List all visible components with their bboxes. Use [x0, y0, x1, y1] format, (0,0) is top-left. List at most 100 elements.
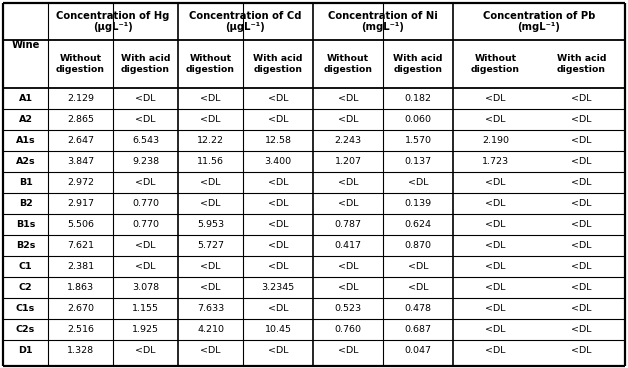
Text: B2: B2	[19, 199, 33, 208]
Text: 0.870: 0.870	[404, 241, 431, 250]
Text: 12.22: 12.22	[197, 136, 224, 145]
Text: <DL: <DL	[571, 325, 592, 334]
Text: <DL: <DL	[135, 262, 156, 271]
Text: 0.760: 0.760	[335, 325, 362, 334]
Text: A1s: A1s	[16, 136, 35, 145]
Text: 0.624: 0.624	[404, 220, 431, 229]
Text: 2.670: 2.670	[67, 304, 94, 313]
Text: <DL: <DL	[135, 94, 156, 103]
Text: <DL: <DL	[338, 346, 358, 355]
Text: 5.727: 5.727	[197, 241, 224, 250]
Text: <DL: <DL	[200, 115, 221, 124]
Text: 1.863: 1.863	[67, 283, 94, 292]
Text: 2.129: 2.129	[67, 94, 94, 103]
Text: <DL: <DL	[338, 94, 358, 103]
Text: 3.078: 3.078	[132, 283, 159, 292]
Text: <DL: <DL	[571, 157, 592, 166]
Text: C1: C1	[19, 262, 32, 271]
Text: <DL: <DL	[135, 178, 156, 187]
Text: 0.139: 0.139	[404, 199, 431, 208]
Text: 2.647: 2.647	[67, 136, 94, 145]
Text: <DL: <DL	[200, 346, 221, 355]
Text: 0.060: 0.060	[404, 115, 431, 124]
Text: 0.182: 0.182	[404, 94, 431, 103]
Text: Concentration of Ni
(mgL⁻¹): Concentration of Ni (mgL⁻¹)	[328, 11, 438, 32]
Text: <DL: <DL	[338, 283, 358, 292]
Text: <DL: <DL	[200, 199, 221, 208]
Text: 2.381: 2.381	[67, 262, 94, 271]
Text: <DL: <DL	[338, 262, 358, 271]
Text: <DL: <DL	[571, 241, 592, 250]
Text: Concentration of Hg
(μgL⁻¹): Concentration of Hg (μgL⁻¹)	[57, 11, 170, 32]
Text: C2: C2	[19, 283, 32, 292]
Text: B1: B1	[19, 178, 33, 187]
Text: <DL: <DL	[485, 283, 506, 292]
Text: 2.917: 2.917	[67, 199, 94, 208]
Text: <DL: <DL	[571, 94, 592, 103]
Text: <DL: <DL	[485, 178, 506, 187]
Text: <DL: <DL	[338, 178, 358, 187]
Text: <DL: <DL	[571, 262, 592, 271]
Text: <DL: <DL	[571, 115, 592, 124]
Text: <DL: <DL	[485, 94, 506, 103]
Text: <DL: <DL	[268, 178, 288, 187]
Text: 5.953: 5.953	[197, 220, 224, 229]
Text: 1.328: 1.328	[67, 346, 94, 355]
Text: Concentration of Cd
(μgL⁻¹): Concentration of Cd (μgL⁻¹)	[189, 11, 301, 32]
Text: <DL: <DL	[338, 115, 358, 124]
Text: <DL: <DL	[408, 262, 428, 271]
Text: <DL: <DL	[485, 325, 506, 334]
Text: 0.478: 0.478	[404, 304, 431, 313]
Text: <DL: <DL	[571, 136, 592, 145]
Text: 1.155: 1.155	[132, 304, 159, 313]
Text: 7.621: 7.621	[67, 241, 94, 250]
Text: 10.45: 10.45	[264, 325, 291, 334]
Text: <DL: <DL	[268, 199, 288, 208]
Text: <DL: <DL	[408, 178, 428, 187]
Text: <DL: <DL	[135, 346, 156, 355]
Text: 12.58: 12.58	[264, 136, 291, 145]
Text: <DL: <DL	[268, 346, 288, 355]
Text: B2s: B2s	[16, 241, 35, 250]
Text: <DL: <DL	[571, 283, 592, 292]
Text: B1s: B1s	[16, 220, 35, 229]
Text: <DL: <DL	[200, 178, 221, 187]
Text: 6.543: 6.543	[132, 136, 159, 145]
Text: 1.925: 1.925	[132, 325, 159, 334]
Text: 0.047: 0.047	[404, 346, 431, 355]
Text: <DL: <DL	[268, 115, 288, 124]
Text: 0.137: 0.137	[404, 157, 431, 166]
Text: 2.865: 2.865	[67, 115, 94, 124]
Text: <DL: <DL	[200, 262, 221, 271]
Text: 0.687: 0.687	[404, 325, 431, 334]
Text: <DL: <DL	[571, 178, 592, 187]
Text: Without
digestion: Without digestion	[186, 54, 235, 74]
Text: Without
digestion: Without digestion	[471, 54, 520, 74]
Text: 1.570: 1.570	[404, 136, 431, 145]
Text: 3.400: 3.400	[264, 157, 291, 166]
Text: <DL: <DL	[200, 94, 221, 103]
Text: <DL: <DL	[268, 241, 288, 250]
Text: 4.210: 4.210	[197, 325, 224, 334]
Text: <DL: <DL	[268, 262, 288, 271]
Text: Without
digestion: Without digestion	[323, 54, 372, 74]
Text: <DL: <DL	[485, 346, 506, 355]
Text: 9.238: 9.238	[132, 157, 159, 166]
Text: D1: D1	[18, 346, 33, 355]
Text: A2s: A2s	[16, 157, 35, 166]
Text: C1s: C1s	[16, 304, 35, 313]
Text: With acid
digestion: With acid digestion	[393, 54, 443, 74]
Text: A2: A2	[18, 115, 33, 124]
Text: <DL: <DL	[485, 115, 506, 124]
Text: Concentration of Pb
(mgL⁻¹): Concentration of Pb (mgL⁻¹)	[483, 11, 595, 32]
Text: <DL: <DL	[571, 346, 592, 355]
Text: With acid
digestion: With acid digestion	[121, 54, 170, 74]
Text: 1.207: 1.207	[335, 157, 362, 166]
Text: 2.972: 2.972	[67, 178, 94, 187]
Text: <DL: <DL	[571, 199, 592, 208]
Text: <DL: <DL	[408, 283, 428, 292]
Text: C2s: C2s	[16, 325, 35, 334]
Text: Wine: Wine	[11, 40, 40, 50]
Text: 2.190: 2.190	[482, 136, 509, 145]
Text: <DL: <DL	[571, 304, 592, 313]
